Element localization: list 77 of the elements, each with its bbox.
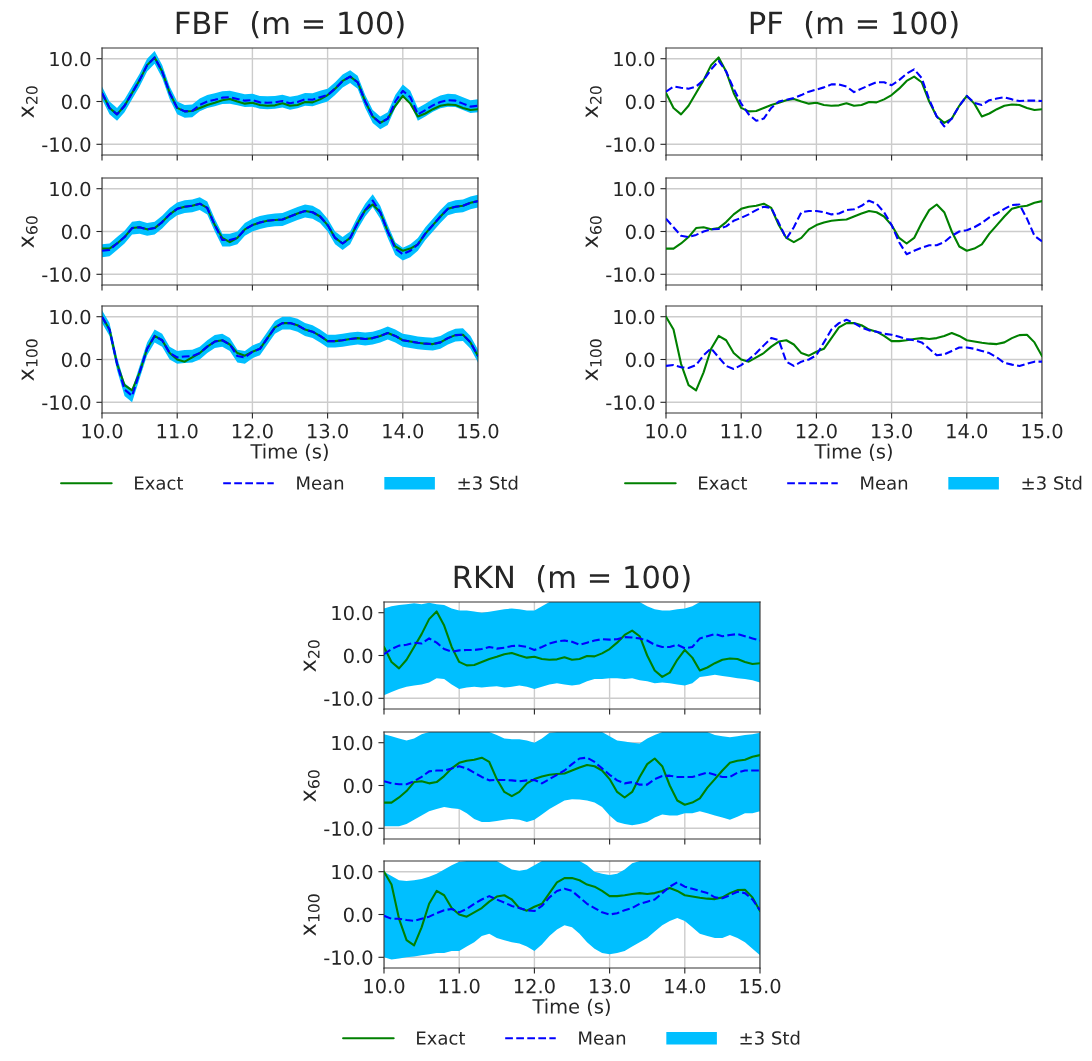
x-axis-title: Time (s) (532, 998, 610, 1016)
chart-title: FBF (m = 100) (176, 10, 404, 39)
x-tick-label: 10.0 (364, 978, 405, 994)
chart-title: PF (m = 100) (750, 10, 958, 39)
x-tick-label: 15.0 (740, 978, 781, 994)
legend-label: Mean (861, 476, 908, 490)
y-tick-label: -10.0 (606, 395, 655, 410)
legend-label: ±3 Std (1022, 475, 1082, 490)
x-tick-label: 13.0 (872, 423, 912, 439)
y-tick-label: 0.0 (625, 352, 655, 368)
y-axis-title: x$_{60}$ (21, 216, 38, 248)
x-tick-label: 13.0 (308, 423, 348, 439)
x-tick-label: 14.0 (665, 978, 706, 994)
y-tick-label: 0.0 (61, 224, 91, 240)
y-tick-label: 10.0 (332, 864, 373, 880)
y-tick-label: 0.0 (343, 778, 373, 794)
y-tick-label: 10.0 (614, 181, 655, 197)
x-tick-label: 15.0 (1022, 423, 1063, 439)
line-series (384, 756, 760, 786)
y-axis-title: x$_{20}$ (303, 640, 320, 672)
y-tick-label: 0.0 (625, 224, 655, 240)
y-tick-label: 0.0 (343, 648, 373, 664)
y-tick-label: -10.0 (42, 267, 91, 282)
y-axis-title: x$_{100}$ (303, 894, 320, 936)
line-series (384, 870, 760, 947)
y-axis-title: x$_{20}$ (21, 86, 38, 118)
x-tick-label: 12.0 (796, 423, 837, 439)
x-tick-label: 13.0 (590, 978, 630, 994)
y-tick-label: 0.0 (61, 94, 91, 110)
y-axis-title: x$_{60}$ (585, 216, 602, 248)
legend-label: Exact (699, 476, 748, 490)
legend-label: Mean (579, 1031, 626, 1045)
y-tick-label: 10.0 (332, 605, 373, 621)
y-tick-label: -10.0 (324, 950, 373, 965)
x-axis-title: Time (s) (814, 443, 892, 461)
y-tick-label: -10.0 (324, 821, 373, 836)
y-axis-title: x$_{20}$ (585, 86, 602, 118)
y-tick-label: 10.0 (614, 51, 655, 67)
y-tick-label: 0.0 (343, 907, 373, 923)
y-tick-label: 10.0 (50, 181, 91, 197)
y-tick-label: 0.0 (61, 352, 91, 368)
chart-title: RKN (m = 100) (454, 564, 690, 593)
x-tick-label: 10.0 (82, 423, 123, 439)
y-tick-label: -10.0 (324, 691, 373, 706)
line-series (666, 318, 1042, 370)
y-tick-label: -10.0 (42, 395, 91, 410)
x-tick-label: 11.0 (157, 423, 198, 439)
y-tick-label: -10.0 (606, 267, 655, 282)
line-series (384, 633, 760, 656)
x-axis-title: Time (s) (250, 443, 328, 461)
x-tick-label: 11.0 (439, 978, 480, 994)
line-series (384, 754, 760, 806)
y-axis-title: x$_{100}$ (585, 339, 602, 381)
x-tick-label: 12.0 (514, 978, 555, 994)
x-tick-label: 11.0 (721, 423, 762, 439)
line-series (384, 610, 760, 678)
x-tick-label: 10.0 (646, 423, 687, 439)
x-tick-label: 14.0 (383, 423, 424, 439)
x-tick-label: 12.0 (232, 423, 273, 439)
y-tick-label: 0.0 (625, 94, 655, 110)
y-tick-label: 10.0 (332, 735, 373, 751)
y-tick-label: -10.0 (42, 137, 91, 152)
y-tick-label: 10.0 (614, 309, 655, 325)
legend-label: ±3 Std (458, 475, 518, 490)
line-series (666, 315, 1042, 392)
legend-label: Exact (135, 476, 184, 490)
legend-label: Mean (297, 476, 344, 490)
legend-label: Exact (417, 1031, 466, 1045)
y-tick-label: 10.0 (50, 51, 91, 67)
y-axis-title: x$_{100}$ (21, 339, 38, 381)
x-tick-label: 14.0 (947, 423, 988, 439)
line-series (384, 881, 760, 922)
y-tick-label: -10.0 (606, 137, 655, 152)
x-tick-label: 15.0 (458, 423, 499, 439)
y-axis-title: x$_{60}$ (303, 770, 320, 802)
legend-label: ±3 Std (740, 1030, 800, 1045)
y-tick-label: 10.0 (50, 309, 91, 325)
